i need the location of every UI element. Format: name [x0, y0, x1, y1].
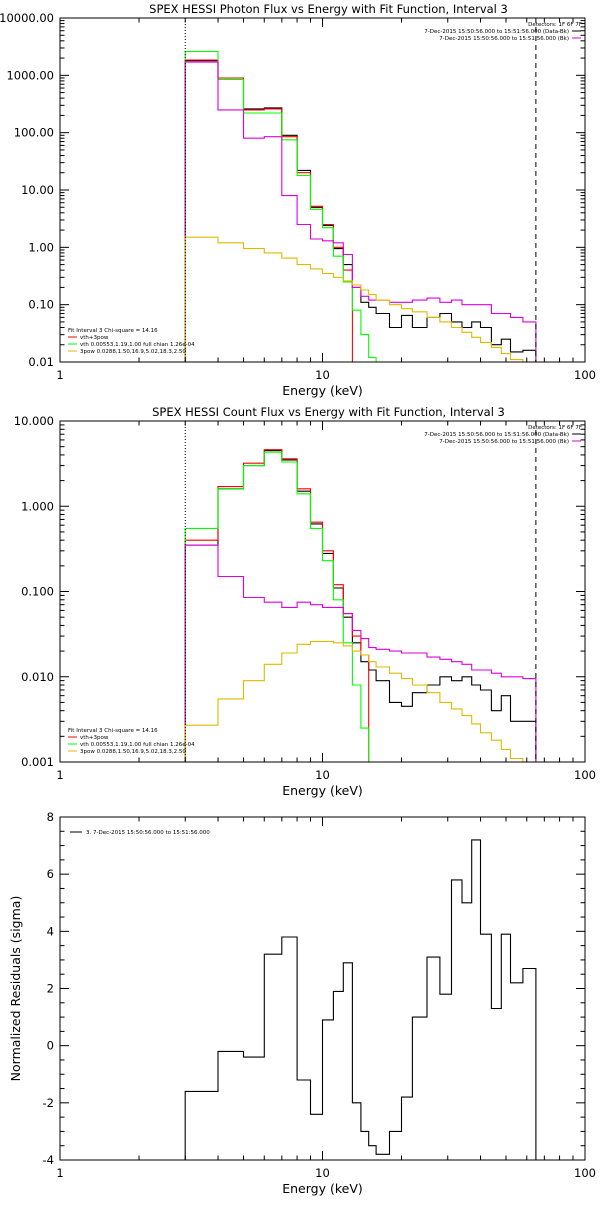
- interval-label: 7-Dec-2015 15:50:56.000 to 15:51:56.000 …: [424, 29, 569, 35]
- y-tick-label: 8: [47, 810, 54, 824]
- y-tick-label: 10000.00: [0, 11, 54, 25]
- y-tick-label: 0.100: [21, 585, 54, 599]
- chart-panel-3: 1 10 100 -4 -2 0 2 4 6 8 Energy (keV) Normalized Re…: [8, 810, 596, 1196]
- legend-entry: 3pow 0.0288,1.50,16.9,5.02,18.3,2.50: [80, 749, 186, 755]
- y-tick-label: 10.000: [14, 414, 54, 428]
- x-tick-label: 100: [574, 1166, 596, 1180]
- y-axis-label: Normalized Residuals (sigma): [8, 896, 23, 1082]
- y-tick-label: 0.001: [21, 755, 54, 769]
- x-axis-label: Energy (keV): [282, 1181, 363, 1196]
- series-line-5: [184, 236, 536, 362]
- series-line-1: [184, 60, 537, 362]
- y-tick-label: 4: [47, 924, 54, 938]
- series-group: [184, 449, 537, 762]
- legend-entry: vth+3pow: [80, 335, 109, 341]
- chart-panel-2: 1 10 100 0.001 0.010 0.100 1.000 10.000 SPEX HES…: [14, 405, 596, 798]
- legend-entry: vth 0.00553,1.19,1.00 full chian 1.26e-0…: [80, 742, 195, 748]
- y-tick-label: 0.010: [21, 670, 54, 684]
- series-line-2: [184, 449, 370, 762]
- legend-title: Fit Interval 3 Chi-square = 14.16: [68, 728, 158, 734]
- chart-title: SPEX HESSI Photon Flux vs Energy with Fi…: [149, 2, 508, 16]
- series-line-3: [184, 451, 377, 762]
- legend-entry: vth+3pow: [80, 735, 109, 741]
- chart-title: SPEX HESSI Count Flux vs Energy with Fit…: [152, 405, 505, 419]
- y-tick-label: 0: [47, 1039, 54, 1053]
- x-tick-label: 10: [315, 1166, 330, 1180]
- x-tick-label: 1: [56, 768, 63, 782]
- legend-entry: 3. 7-Dec-2015 15:50:56.000 to 15:51:56.0…: [86, 830, 210, 836]
- y-tick-label: 10.00: [21, 183, 54, 197]
- series-line-5: [184, 640, 536, 762]
- interval-label: 7-Dec-2015 15:50:56.000 to 15:51:56.000 …: [424, 432, 569, 438]
- legend-title: Fit Interval 3 Chi-square = 14.16: [68, 328, 158, 334]
- series-group: [184, 50, 537, 362]
- detectors-label: Detectors: 1F 6F 7F: [528, 425, 582, 431]
- x-tick-label: 1: [56, 1166, 63, 1180]
- y-tick-label: 2: [47, 982, 54, 996]
- series-line-4: [184, 544, 537, 762]
- x-tick-label: 10: [315, 768, 330, 782]
- legend-entry: vth 0.00553,1.19,1.00 full chian 1.26e-0…: [80, 342, 195, 348]
- y-tick-label: 0.10: [28, 298, 54, 312]
- y-tick-label: 1.000: [21, 499, 54, 513]
- interval-label: 7-Dec-2015 15:50:56.000 to 15:51:56.000 …: [439, 439, 569, 445]
- axes-frame: [59, 17, 586, 363]
- series-line-2: [184, 59, 353, 362]
- y-tick-label: 1000.00: [6, 68, 54, 82]
- series-line-3: [184, 50, 377, 362]
- axes-frame: [59, 420, 586, 763]
- interval-label: 7-Dec-2015 15:50:56.000 to 15:51:56.000 …: [439, 36, 569, 42]
- y-tick-label: 0.01: [28, 355, 54, 369]
- y-tick-label: 1.00: [28, 240, 54, 254]
- x-tick-label: 1: [56, 368, 63, 382]
- y-tick-label: 100.00: [14, 126, 54, 140]
- series-line-4: [184, 61, 537, 362]
- y-tick-label: 6: [47, 867, 54, 881]
- series-group: [184, 839, 537, 1160]
- detectors-label: Detectors: 1F 6F 7F: [528, 22, 582, 28]
- series-line-1: [184, 839, 537, 1160]
- chart-panel-1: 1 10 100 0.01 0.10 1.00 10.00 100.00 1000.00 1000…: [0, 2, 596, 398]
- x-tick-label: 100: [574, 768, 596, 782]
- x-tick-label: 100: [574, 368, 596, 382]
- x-tick-label: 10: [315, 368, 330, 382]
- x-axis-label: Energy (keV): [282, 383, 363, 398]
- y-tick-label: -2: [43, 1096, 54, 1110]
- y-tick-label: -4: [43, 1153, 54, 1167]
- x-axis-label: Energy (keV): [282, 783, 363, 798]
- legend-entry: 3pow 0.0288,1.50,16.9,5.02,18.3,2.50: [80, 349, 186, 355]
